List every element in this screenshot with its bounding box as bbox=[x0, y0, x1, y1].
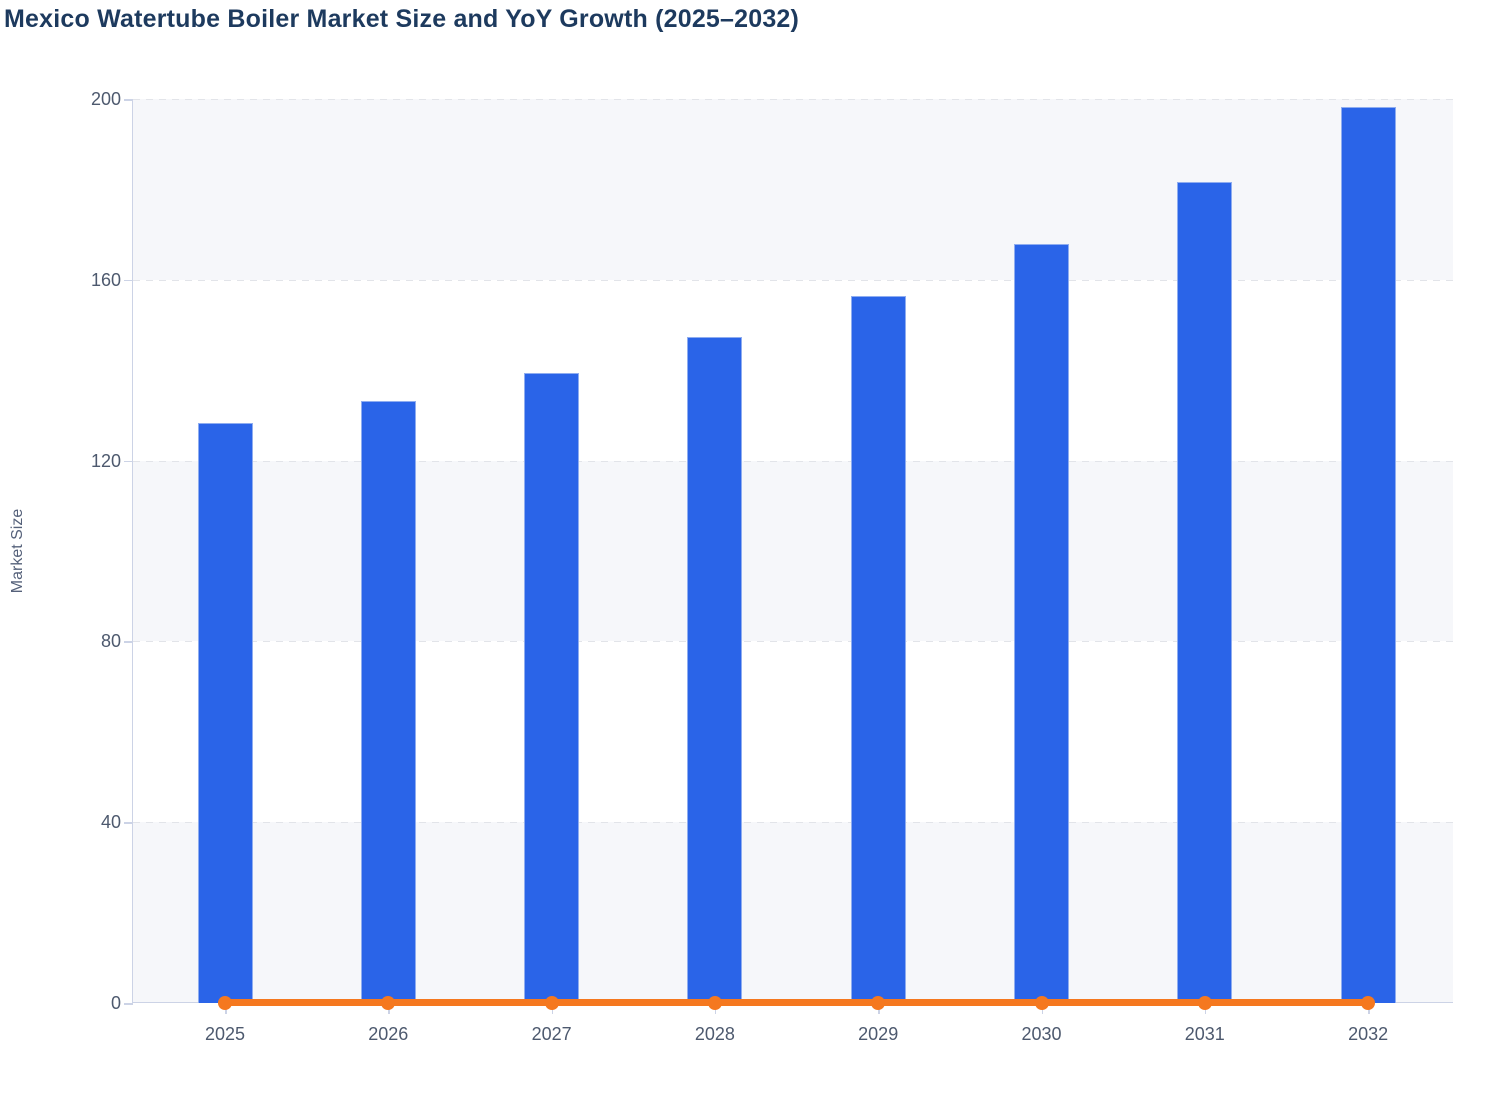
y-tick-label: 160 bbox=[90, 269, 121, 290]
yoy-point-2027[interactable] bbox=[544, 996, 559, 1010]
bar-2027[interactable] bbox=[524, 372, 580, 1003]
bar-2025[interactable] bbox=[197, 423, 253, 1003]
bar-2032[interactable] bbox=[1340, 106, 1396, 1003]
x-tick-label-2026: 2026 bbox=[368, 1024, 409, 1044]
bar-2026[interactable] bbox=[360, 400, 416, 1003]
plot-band bbox=[133, 822, 1453, 1003]
x-tick-label-2031: 2031 bbox=[1184, 1024, 1225, 1044]
yoy-point-2029[interactable] bbox=[871, 996, 886, 1010]
y-tick-label: 200 bbox=[90, 89, 121, 109]
y-tick-mark bbox=[124, 822, 133, 824]
yoy-point-2031[interactable] bbox=[1197, 996, 1212, 1010]
bar-2030[interactable] bbox=[1014, 244, 1069, 1003]
yoy-growth-line[interactable] bbox=[225, 999, 1369, 1006]
gridline bbox=[133, 641, 1453, 643]
yoy-point-2028[interactable] bbox=[707, 996, 722, 1010]
gridline bbox=[133, 99, 1453, 100]
x-tick-label-2025: 2025 bbox=[204, 1024, 246, 1044]
yoy-point-2030[interactable] bbox=[1034, 996, 1049, 1010]
y-tick-mark bbox=[124, 99, 133, 101]
y-tick-label: 80 bbox=[100, 631, 121, 652]
y-tick-label: 120 bbox=[90, 450, 121, 471]
bar-2028[interactable] bbox=[687, 337, 743, 1003]
plot-band bbox=[133, 460, 1453, 642]
y-tick-mark bbox=[124, 641, 133, 643]
y-axis-line bbox=[132, 99, 134, 1003]
y-tick-mark bbox=[124, 279, 133, 282]
yoy-point-2032[interactable] bbox=[1361, 996, 1376, 1010]
x-tick-label-2029: 2029 bbox=[858, 1024, 899, 1044]
x-tick-label-2030: 2030 bbox=[1021, 1024, 1062, 1044]
y-axis-title-text: Market Size bbox=[9, 508, 26, 594]
yoy-point-2025[interactable] bbox=[218, 996, 232, 1010]
chart-title: Mexico Watertube Boiler Market Size and … bbox=[4, 5, 800, 33]
y-tick-mark bbox=[124, 1003, 133, 1005]
x-tick-label-2028: 2028 bbox=[694, 1024, 735, 1044]
gridline bbox=[133, 279, 1453, 281]
plot-area bbox=[133, 99, 1453, 1010]
y-tick-label: 40 bbox=[100, 812, 121, 833]
y-axis-title: Market Size bbox=[0, 99, 36, 1003]
gridline bbox=[133, 822, 1453, 824]
y-tick-label: 0 bbox=[110, 993, 121, 1013]
y-tick-mark bbox=[124, 460, 133, 463]
bar-2029[interactable] bbox=[850, 295, 906, 1003]
x-tick-label-2027: 2027 bbox=[531, 1024, 572, 1044]
gridline bbox=[133, 460, 1453, 462]
bar-2031[interactable] bbox=[1177, 181, 1233, 1003]
x-tick-label-2032: 2032 bbox=[1348, 1024, 1389, 1044]
plot-band bbox=[133, 99, 1453, 280]
yoy-point-2026[interactable] bbox=[381, 996, 396, 1010]
